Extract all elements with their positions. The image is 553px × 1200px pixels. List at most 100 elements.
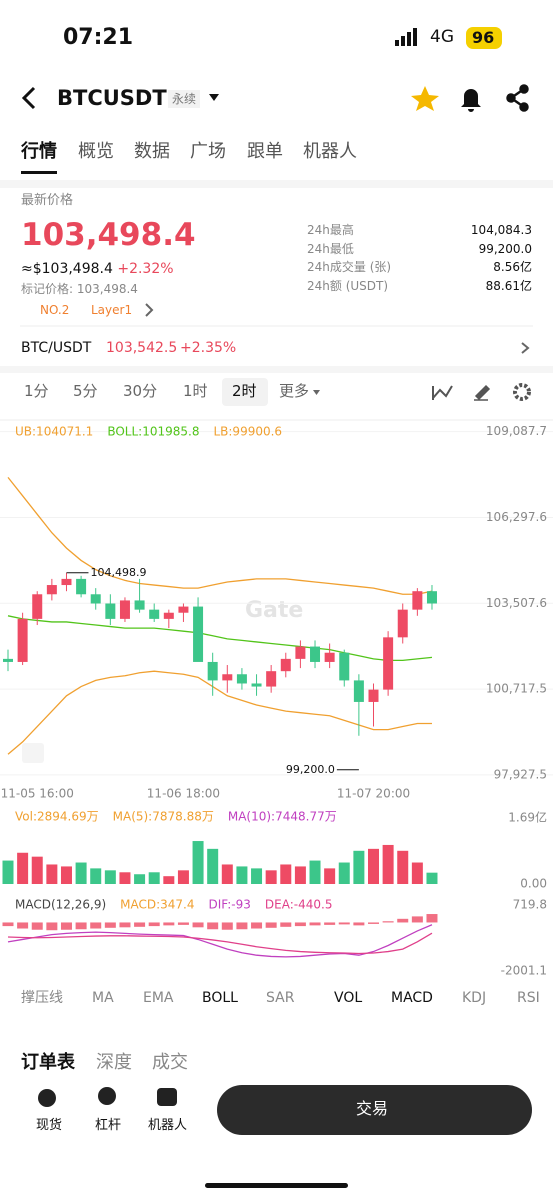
status-time: 07:21 (63, 25, 134, 50)
dropdown-icon[interactable] (209, 94, 219, 101)
y-tick-label: 0.00 (520, 877, 547, 891)
tab[interactable]: 概览 (78, 141, 114, 162)
candle-body (61, 578, 72, 586)
indicator-tab[interactable]: RSI (517, 990, 540, 1006)
candle-body (295, 646, 306, 659)
candle-body (339, 652, 350, 681)
book-tab[interactable]: 深度 (96, 1052, 132, 1073)
tab[interactable]: 行情 (21, 141, 57, 162)
volume-bar (104, 870, 116, 884)
volume-bar (309, 860, 321, 884)
volume-bar (163, 876, 175, 884)
candle-body (105, 603, 116, 619)
stat-value: 8.56亿 (493, 260, 532, 274)
home-indicator (205, 1183, 348, 1188)
last-price: 103,498.4 (21, 217, 196, 253)
line (7, 932, 433, 955)
margin-icon[interactable] (98, 1087, 116, 1105)
volume-bar (207, 848, 219, 884)
bell-icon[interactable] (461, 89, 481, 112)
symbol[interactable]: BTCUSDT (57, 86, 167, 110)
candle-body (397, 609, 408, 638)
indicator-tab[interactable]: MACD (391, 990, 433, 1006)
macd-bar (46, 922, 58, 931)
interval[interactable]: 更多 (279, 382, 310, 400)
spot-icon[interactable] (38, 1089, 56, 1107)
interval[interactable]: 1分 (24, 382, 49, 400)
indicator-icon[interactable] (432, 385, 453, 400)
legend: MA(5):7878.88万 (113, 810, 214, 824)
volume-bar (411, 862, 423, 884)
spot-change: +2.35% (180, 340, 237, 356)
dropdown-icon (313, 390, 320, 395)
volume-bar (221, 864, 233, 884)
tab[interactable]: 机器人 (303, 141, 357, 162)
volume-bar (31, 856, 43, 884)
indicator-tab[interactable]: KDJ (462, 990, 487, 1006)
star-icon[interactable] (411, 86, 439, 111)
volume-bar (251, 868, 263, 884)
nav-label[interactable]: 现货 (36, 1118, 63, 1133)
indicator-tab[interactable]: EMA (143, 990, 174, 1006)
settings-icon[interactable] (513, 383, 531, 401)
macd-bar (60, 922, 72, 930)
legend: Vol:2894.69万 (15, 810, 99, 824)
candle-body (251, 683, 262, 687)
rank: NO.2 (40, 303, 70, 317)
indicator-tab[interactable]: MA (92, 990, 114, 1006)
line (7, 924, 433, 958)
tab[interactable]: 数据 (134, 141, 170, 162)
tab[interactable]: 广场 (190, 141, 226, 162)
indicator-tab[interactable]: 撑压线 (21, 990, 63, 1006)
macd-bar (104, 922, 116, 928)
nav-label[interactable]: 杠杆 (95, 1118, 122, 1133)
tab[interactable]: 跟单 (247, 141, 283, 162)
chevron[interactable] (145, 303, 154, 317)
volume-bar (353, 850, 365, 884)
macd-bar (368, 922, 379, 924)
book-tab[interactable]: 订单表 (21, 1052, 75, 1073)
indicator-tab[interactable]: SAR (266, 990, 295, 1006)
candle-body (3, 658, 13, 662)
macd-bar (75, 922, 87, 930)
stat-label: 24h最高 (307, 223, 354, 237)
nav-label[interactable]: 机器人 (148, 1118, 188, 1133)
interval[interactable]: 2时 (232, 382, 257, 400)
volume-bar (368, 848, 379, 884)
trade-button[interactable] (217, 1085, 532, 1135)
candle-body (134, 600, 145, 610)
volume-bar (397, 850, 409, 884)
interval[interactable]: 30分 (123, 382, 158, 400)
candle-body (236, 674, 247, 684)
candle-body (32, 594, 43, 619)
chevron[interactable] (521, 342, 530, 354)
annotation: 104,498.9 (90, 566, 146, 579)
x-tick-label: 11-07 20:00 (337, 787, 410, 801)
expand-icon[interactable] (22, 743, 44, 763)
volume-bar (280, 864, 292, 884)
spot-pair[interactable]: BTC/USDT (21, 340, 92, 356)
macd-bar (280, 922, 292, 927)
indicator-tab[interactable]: BOLL (202, 990, 238, 1006)
bot-icon[interactable] (157, 1088, 177, 1106)
legend: MA(10):7448.77万 (228, 810, 337, 824)
macd-bar (309, 922, 321, 926)
candle-body (412, 591, 423, 610)
trade-label[interactable]: 交易 (356, 1099, 389, 1118)
y-tick-label: 97,927.5 (494, 767, 547, 781)
volume-bar (134, 874, 146, 884)
interval[interactable]: 1时 (183, 382, 208, 400)
volume-bar (17, 852, 29, 884)
back-icon[interactable] (21, 86, 36, 110)
macd-bar (148, 922, 160, 927)
candle-body (353, 680, 364, 702)
indicator-tab[interactable]: VOL (334, 990, 363, 1006)
draw-icon[interactable] (474, 384, 491, 401)
macd-bar (207, 922, 219, 930)
sector[interactable]: Layer1 (91, 303, 133, 317)
share-icon[interactable] (506, 84, 529, 112)
macd-bar (236, 922, 248, 930)
book-tab[interactable]: 成交 (152, 1052, 188, 1073)
line (7, 476, 433, 595)
interval[interactable]: 5分 (73, 382, 98, 400)
